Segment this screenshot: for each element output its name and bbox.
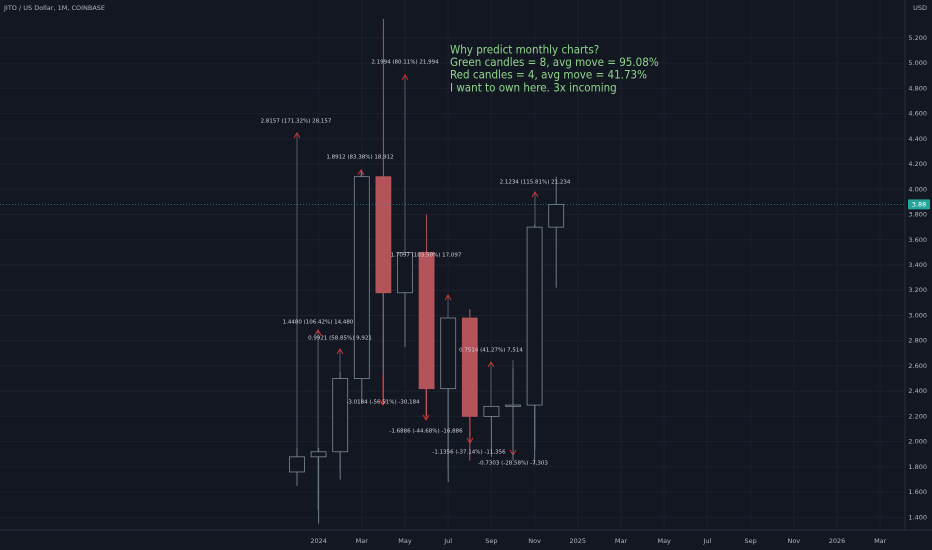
y-tick-label: 2.400 [908,387,927,395]
candle-body [375,176,392,294]
y-tick-label: 4.400 [908,135,927,143]
candle-body [397,251,413,294]
annotation: 0.7514 (41.27%) 7,514 [459,348,523,354]
arrow-head [293,132,301,139]
y-tick-label: 5.200 [908,34,927,42]
currency-label: USD [913,4,927,12]
y-tick-label: 3.200 [908,286,927,294]
y-tick-label: 1.800 [908,463,927,471]
candle-body [440,317,457,390]
y-tick-label: 3.400 [908,261,927,269]
x-tick-label: Mar [874,537,887,545]
x-tick-label: May [657,537,671,545]
x-tick-label: Nov [528,537,541,545]
arrow-head [379,399,387,406]
annotation: 2.1994 (80.11%) 21,994 [371,60,439,66]
y-tick-label: 1.600 [908,488,927,496]
y-tick-label: 1.400 [908,513,927,521]
arrow-head [401,74,409,81]
note-line: Why predict monthly charts? [450,43,599,57]
y-tick-label: 2.200 [908,412,927,420]
candle-body [505,404,521,407]
labels: 1.400 1.600 1.800 2.000 2.200 2.400 2.600 2.800… [0,34,930,545]
annotation: -0.7303 (-28.58%) -7,303 [478,461,548,467]
x-tick-label: 2024 [310,537,327,545]
candle-body [310,451,327,458]
x-tick-label: Mar [356,537,369,545]
x-tick-label: Sep [744,537,756,545]
candle-body [353,176,370,379]
y-tick-label: 2.600 [908,362,927,370]
candle-body [418,251,435,390]
candle-body [289,456,305,473]
annotation: 1.8912 (83.38%) 18,912 [326,155,393,161]
y-tick-label: 4.200 [908,160,927,168]
current-price-label: 3.88 [912,200,926,208]
x-tick-label: Jul [702,537,711,545]
arrow-head [444,294,452,301]
arrow-head [487,361,495,368]
x-tick-label: Sep [485,537,497,545]
annotation: 2.1234 (115.81%) 21,234 [500,180,571,186]
annotation: -1.6886 (-44.68%) -16,886 [389,429,463,435]
x-tick-label: Jul [443,537,452,545]
note-line: I want to own here. 3x incoming [450,80,617,94]
x-tick-label: Nov [787,537,800,545]
y-tick-label: 2.800 [908,337,927,345]
chart-title: JITO / US Dollar, 1M, COINBASE [3,4,105,12]
y-tick-label: 3.800 [908,211,927,219]
y-tick-label: 4.800 [908,84,927,92]
annotation: 2.8157 (171.32%) 28,157 [261,119,332,125]
x-tick-label: 2025 [570,537,587,545]
y-tick-label: 4.600 [908,110,927,118]
arrow-head [531,191,539,198]
annotation: 1.7097 (103.50%) 17,097 [391,253,462,259]
annotation: -1.1356 (-37.14%) -11,356 [432,450,506,456]
arrow-head [357,169,365,176]
note-line: Green candles = 8, avg move = 95.08% [450,55,659,69]
arrow-head [336,348,344,355]
candle-body [526,226,543,406]
note-line: Red candles = 4, avg move = 41.73% [450,68,647,82]
annotation: -3.0184 (-56.51%) -30,184 [346,400,420,406]
y-tick-label: 5.000 [908,59,927,67]
x-tick-label: Mar [615,537,628,545]
arrow-head [422,414,430,421]
annotation: 1.4480 (106.42%) 14,480 [283,320,354,326]
candle-body [548,204,565,228]
candle-body [332,378,349,453]
y-tick-label: 3.600 [908,236,927,244]
y-tick-label: 3.000 [908,311,927,319]
candle-body [461,317,478,417]
y-tick-label: 4.000 [908,185,927,193]
arrow-head [314,329,322,336]
current-price-tag [908,199,930,210]
x-tick-label: May [398,537,412,545]
annotation: 0.9921 (58.85%) 9,921 [308,336,372,342]
y-tick-label: 2.000 [908,438,927,446]
x-tick-label: 2026 [829,537,846,545]
candle-body [483,405,500,417]
candles [289,18,565,524]
